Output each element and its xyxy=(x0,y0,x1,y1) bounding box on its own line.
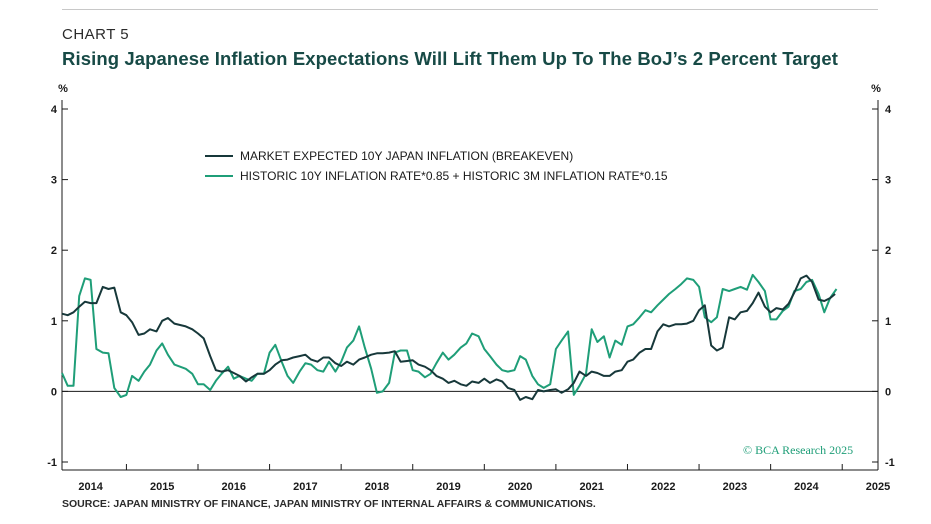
x-tick-label: 2014 xyxy=(78,481,103,493)
chart-title: Rising Japanese Inflation Expectations W… xyxy=(62,48,838,69)
legend: MARKET EXPECTED 10Y JAPAN INFLATION (BRE… xyxy=(205,149,668,183)
y-tick-label-left: 0 xyxy=(51,386,57,398)
x-tick-label: 2015 xyxy=(150,481,174,493)
y-tick-label-right: 0 xyxy=(885,386,891,398)
source-note: SOURCE: JAPAN MINISTRY OF FINANCE, JAPAN… xyxy=(62,498,596,510)
series-line-breakeven xyxy=(61,274,836,401)
watermark: © BCA Research 2025 xyxy=(743,443,854,457)
legend-label: MARKET EXPECTED 10Y JAPAN INFLATION (BRE… xyxy=(240,149,573,163)
y-unit-label-right: % xyxy=(871,83,881,95)
x-tick-label: 2024 xyxy=(794,481,819,493)
x-tick-label: 2016 xyxy=(222,481,246,493)
chart-number: CHART 5 xyxy=(62,26,130,43)
y-tick-label-right: 1 xyxy=(885,316,891,328)
series-line-historic xyxy=(61,273,838,398)
y-tick-label-left: 4 xyxy=(51,104,58,116)
y-tick-label-left: 3 xyxy=(51,175,57,187)
y-unit-label-left: % xyxy=(58,83,68,95)
y-tick-label-left: -1 xyxy=(47,457,57,469)
y-tick-label-right: 3 xyxy=(885,175,891,187)
x-tick-label: 2020 xyxy=(508,481,532,493)
y-tick-label-left: 2 xyxy=(51,245,57,257)
legend-label: HISTORIC 10Y INFLATION RATE*0.85 + HISTO… xyxy=(240,169,668,183)
x-tick-label: 2025 xyxy=(866,481,890,493)
y-tick-label-right: 4 xyxy=(885,104,892,116)
top-divider xyxy=(62,9,878,10)
x-tick-label: 2017 xyxy=(293,481,317,493)
x-tick-label: 2022 xyxy=(651,481,675,493)
y-tick-label-left: 1 xyxy=(51,316,57,328)
axes: % % -1 -1 0 0 1 1 2 2 3 3 4 4 2014 2015 2016 2017 2018 2019… xyxy=(47,83,895,493)
x-tick-label: 2023 xyxy=(723,481,747,493)
x-tick-label: 2021 xyxy=(579,481,603,493)
x-tick-label: 2019 xyxy=(436,481,460,493)
x-tick-label: 2018 xyxy=(365,481,389,493)
y-tick-label-right: -1 xyxy=(885,457,895,469)
y-tick-label-right: 2 xyxy=(885,245,891,257)
series-lines xyxy=(61,273,838,401)
